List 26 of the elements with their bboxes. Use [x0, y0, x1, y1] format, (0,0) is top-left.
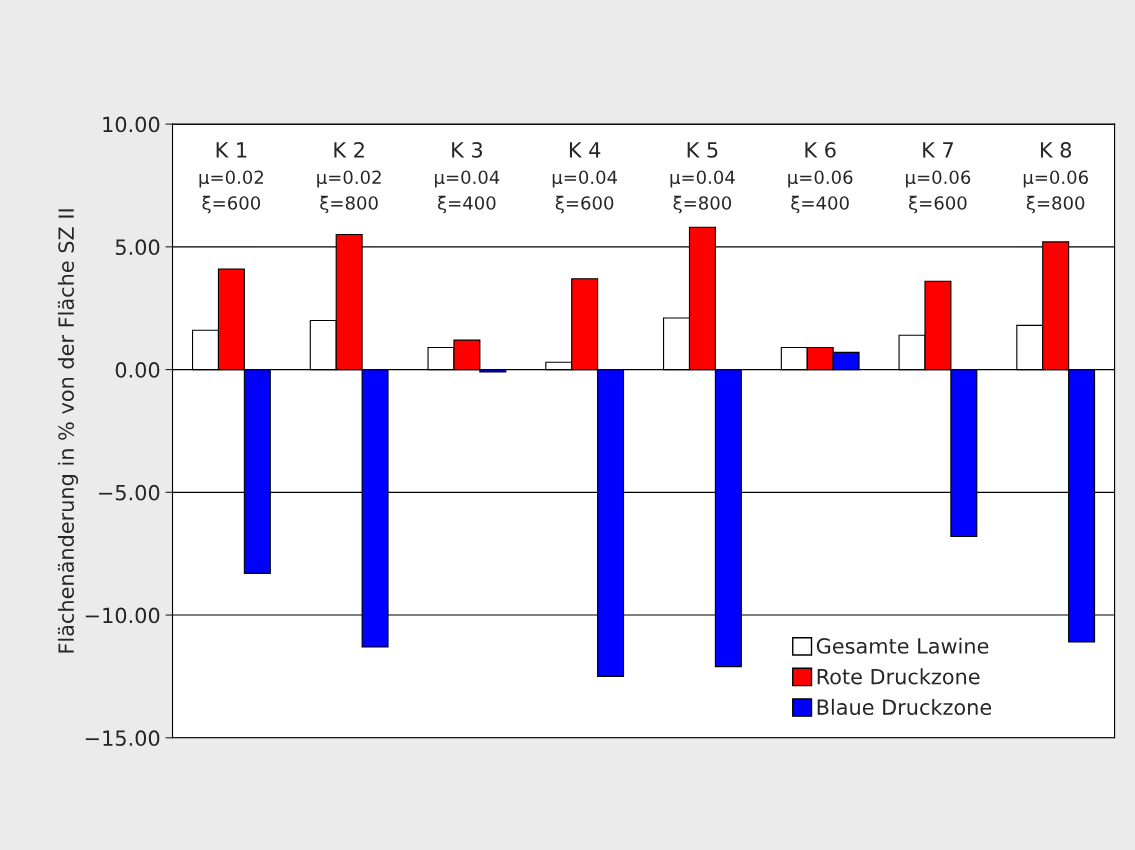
- y-tick-label: −10.00: [85, 607, 160, 624]
- x-tick-label: K 5: [687, 142, 718, 158]
- x-tick-label: K 7: [923, 142, 953, 158]
- annotation: μ=0.06 ξ=800: [1023, 170, 1088, 214]
- legend-label: Rote Druckzone: [817, 668, 980, 685]
- annotation: μ=0.06 ξ=400: [788, 170, 853, 214]
- annotation: μ=0.02 ξ=800: [317, 170, 381, 214]
- y-axis-title: Flächenänderung in % von der Fläche SZ II: [57, 209, 79, 653]
- annotation: μ=0.02 ξ=600: [199, 170, 263, 214]
- y-tick-label: 5.00: [115, 239, 160, 256]
- legend-label: Gesamte Lawine: [816, 637, 989, 654]
- y-tick-label: 10.00: [103, 116, 160, 133]
- x-tick-label: K 2: [334, 142, 364, 158]
- annotation: μ=0.04 ξ=400: [435, 170, 500, 214]
- y-tick-label: 0.00: [115, 362, 160, 378]
- x-tick-label: K 3: [452, 142, 483, 158]
- x-tick-label: K 1: [216, 142, 247, 158]
- y-tick-label: −15.00: [85, 730, 160, 747]
- x-tick-label: K 8: [1040, 142, 1072, 158]
- annotation: μ=0.04 ξ=600: [552, 170, 618, 214]
- x-tick-label: K 4: [569, 142, 601, 158]
- y-tick-label: −5.00: [99, 484, 160, 501]
- x-tick-label: K 6: [805, 142, 836, 158]
- legend-label: Blaue Druckzone: [817, 698, 992, 716]
- annotation: μ=0.04 ξ=800: [670, 170, 735, 214]
- annotation: μ=0.06 ξ=600: [906, 170, 971, 214]
